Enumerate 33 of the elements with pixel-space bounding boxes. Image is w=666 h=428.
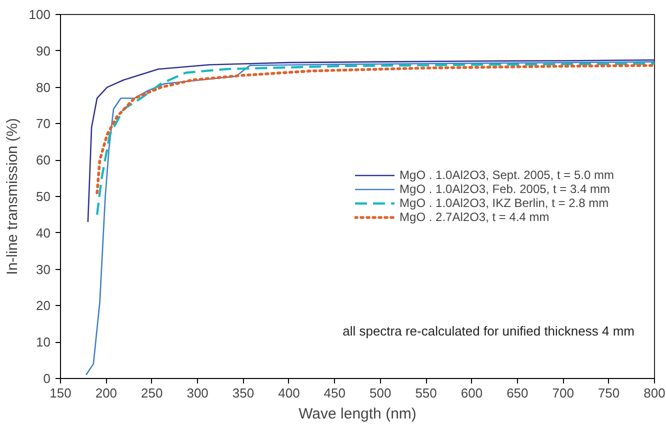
y-tick-label: 100 xyxy=(28,7,51,22)
x-axis-title: Wave length (nm) xyxy=(298,406,416,422)
x-tick-label: 400 xyxy=(278,386,300,400)
y-tick-label: 70 xyxy=(36,116,51,132)
x-tick-label: 500 xyxy=(370,386,392,400)
x-tick-label: 300 xyxy=(186,386,208,400)
y-tick-label: 40 xyxy=(36,225,51,240)
y-axis-title: In-line transmission (%) xyxy=(4,118,21,275)
x-tick-label: 550 xyxy=(415,386,437,400)
y-tick-label: 50 xyxy=(36,189,51,204)
y-tick-label: 80 xyxy=(36,80,51,95)
legend-label: MgO . 1.0Al2O3, Feb. 2005, t = 3.4 mm xyxy=(400,182,610,196)
y-tick-label: 60 xyxy=(36,152,51,168)
y-tick-label: 10 xyxy=(36,334,51,350)
legend-label: MgO . 2.7Al2O3, t = 4.4 mm xyxy=(400,210,550,224)
x-tick-label: 450 xyxy=(324,386,346,400)
annotation: all spectra re-calculated for unified thickness 4 mm xyxy=(342,324,635,338)
y-tick-label: 90 xyxy=(36,43,51,58)
x-tick-label: 750 xyxy=(598,386,620,400)
y-tick-label: 30 xyxy=(36,262,51,277)
legend-label: MgO . 1.0Al2O3, Sept. 2005, t = 5.0 mm xyxy=(400,168,614,182)
x-tick-label: 650 xyxy=(506,386,528,400)
legend-label: MgO . 1.0Al2O3, IKZ Berlin, t = 2.8 mm xyxy=(400,196,609,210)
x-tick-label: 200 xyxy=(95,386,118,400)
y-tick-label: 0 xyxy=(43,371,51,386)
x-tick-label: 150 xyxy=(50,386,72,400)
x-tick-label: 700 xyxy=(552,386,574,400)
x-tick-label: 600 xyxy=(460,386,483,400)
line-series xyxy=(85,61,654,376)
x-tick-label: 800 xyxy=(644,386,666,400)
y-tick-label: 20 xyxy=(36,298,51,314)
x-tick-label: 250 xyxy=(141,386,163,400)
x-tick-label: 350 xyxy=(232,386,254,400)
